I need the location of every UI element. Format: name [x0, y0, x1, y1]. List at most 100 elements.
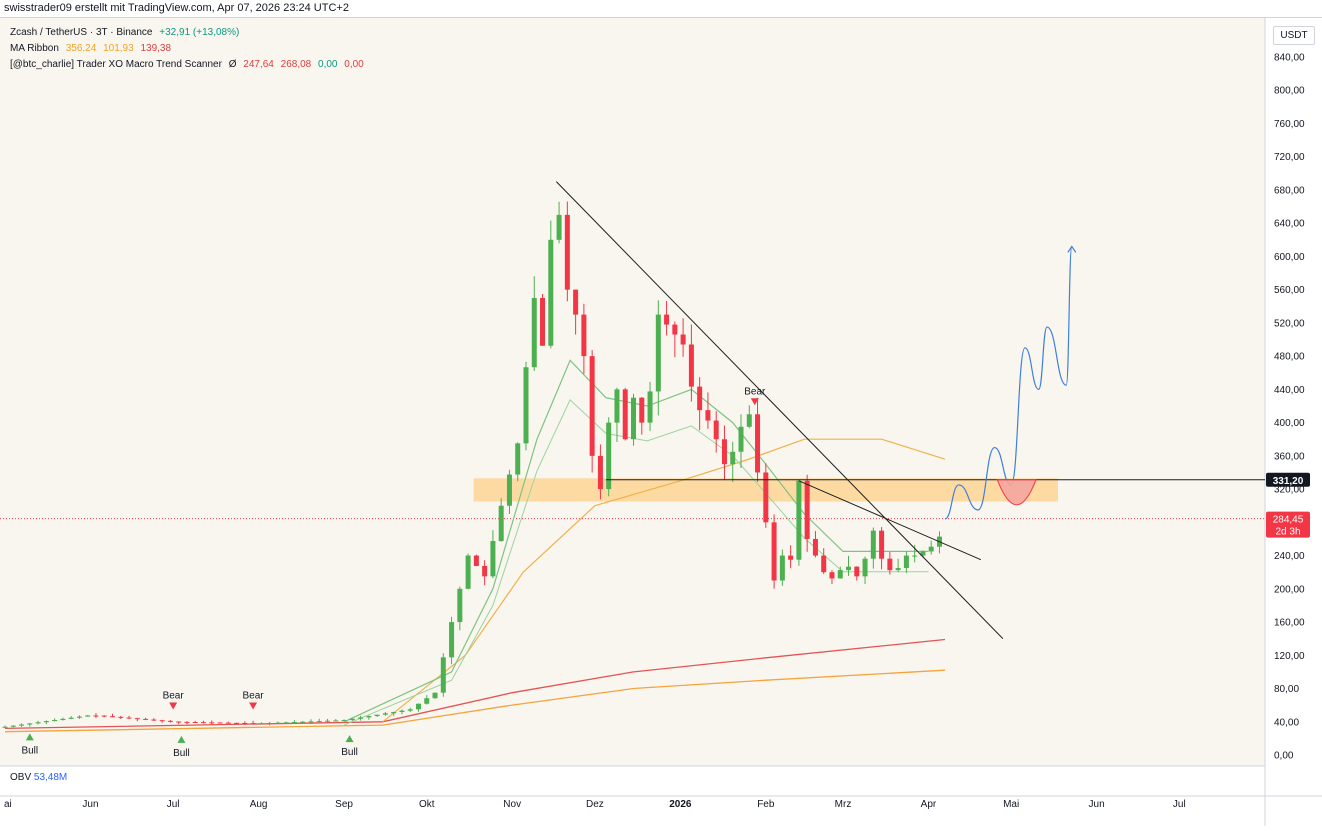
candle-body [143, 718, 149, 720]
candle-body [349, 718, 355, 721]
candle-body [159, 720, 165, 722]
candle-body [506, 474, 512, 506]
price-tick-label: 680,00 [1274, 185, 1305, 196]
candle-body [101, 715, 107, 717]
price-chart[interactable]: Bull Bear Bull Bear Bull Bear 0,00 40,00 80,00 12… [0, 18, 1322, 826]
chart-area[interactable]: Bull Bear Bull Bear Bull Bear 0,00 40,00 80,00 12… [0, 18, 1322, 826]
bear-signal-label: Bear [163, 690, 185, 701]
candle-body [688, 344, 694, 387]
candle-body [258, 723, 264, 725]
price-tick-label: 440,00 [1274, 385, 1305, 396]
candle-body [804, 480, 810, 539]
time-tick-label: ai [4, 799, 12, 810]
candle-body [862, 558, 868, 577]
ma-ribbon-value-2: 101,93 [103, 43, 134, 54]
level-price-tag-text: 331,20 [1273, 476, 1304, 487]
candle-body [498, 505, 504, 542]
currency-button[interactable]: USDT [1273, 26, 1315, 45]
plot-background [0, 18, 1265, 766]
candle-body [184, 721, 190, 723]
candle-body [19, 724, 25, 726]
time-tick-label: Okt [419, 799, 435, 810]
candle-body [928, 546, 934, 552]
countdown-text: 2d 3h [1275, 527, 1300, 538]
ma-fast-line [343, 359, 929, 723]
projection-path [944, 245, 1073, 520]
price-tick-label: 400,00 [1274, 418, 1305, 429]
candle-body [242, 722, 248, 724]
candle-body [85, 715, 91, 717]
time-tick-label: 2026 [669, 799, 692, 810]
candle-body [631, 397, 636, 440]
candle-body [2, 726, 8, 728]
candle-body [540, 297, 546, 346]
candle-body [895, 568, 901, 571]
candle-body [697, 386, 703, 411]
ma-ribbon-value-3: 139,38 [140, 43, 172, 54]
ma-ribbon-label[interactable]: MA Ribbon [10, 43, 59, 54]
candle-body [300, 721, 306, 723]
bull-signal-marker [177, 735, 186, 743]
bear-signal-marker [249, 702, 258, 710]
candle-body [366, 716, 372, 718]
candle-body [796, 480, 802, 560]
candle-body [730, 451, 736, 465]
candle-body [76, 716, 82, 718]
price-change: +32,91 (+13,08%) [159, 27, 240, 38]
ma-slow-orange-line [4, 669, 946, 733]
candle-body [829, 572, 835, 579]
candle-body [110, 716, 116, 718]
time-tick-label: Apr [921, 799, 937, 810]
candle-body [680, 334, 686, 345]
price-tick-label: 120,00 [1274, 651, 1305, 662]
candle-body [118, 716, 124, 718]
symbol-label[interactable]: Zcash / TetherUS · 3T · Binance [10, 27, 153, 38]
scanner-phi: Ø [228, 59, 237, 70]
candle-body [291, 722, 297, 724]
candle-body [60, 718, 66, 720]
bull-signal-label: Bull [173, 748, 190, 759]
candle-body [440, 657, 446, 693]
candle-body [234, 722, 240, 724]
time-tick-label: Jun [82, 799, 98, 810]
candle-body [870, 530, 876, 559]
time-tick-label: Mrz [835, 799, 852, 810]
price-tick-label: 840,00 [1274, 53, 1305, 64]
candle-body [43, 721, 49, 723]
candle-body [903, 555, 909, 569]
candle-body [746, 414, 752, 427]
candle-body [721, 439, 727, 465]
candle-body [647, 391, 653, 423]
price-tick-label: 200,00 [1274, 584, 1305, 595]
bear-signal-label: Bear [243, 690, 265, 701]
candle-body [68, 717, 74, 719]
scanner-label[interactable]: [@btc_charlie] Trader XO Macro Trend Sca… [10, 59, 222, 70]
scanner-value-3: 0,00 [318, 59, 338, 70]
candle-body [275, 722, 281, 724]
candle-body [606, 422, 612, 490]
candle-body [176, 721, 182, 723]
candle-body [473, 555, 479, 566]
candle-body [341, 720, 347, 722]
price-tick-label: 320,00 [1274, 485, 1305, 496]
candle-body [126, 717, 132, 719]
price-tick-label: 480,00 [1274, 352, 1305, 363]
obv-label[interactable]: OBV [10, 772, 32, 783]
candle-body [672, 324, 678, 335]
chart-legend: Zcash / TetherUS · 3T · Binance +32,91 (… [10, 25, 368, 73]
time-tick-label: Nov [503, 799, 521, 810]
time-tick-label: Jul [1173, 799, 1186, 810]
price-tick-label: 560,00 [1274, 285, 1305, 296]
bear-signal-marker [169, 702, 178, 710]
candle-body [589, 356, 595, 456]
candle-body [27, 723, 33, 725]
candle-body [283, 722, 289, 724]
candle-body [449, 622, 455, 658]
time-tick-label: Jul [167, 799, 180, 810]
candle-body [415, 703, 421, 710]
trendline-2 [798, 480, 982, 561]
time-tick-label: Aug [250, 799, 268, 810]
bull-signal-label: Bull [341, 747, 358, 758]
price-tick-label: 720,00 [1274, 152, 1305, 163]
candle-body [316, 721, 322, 723]
